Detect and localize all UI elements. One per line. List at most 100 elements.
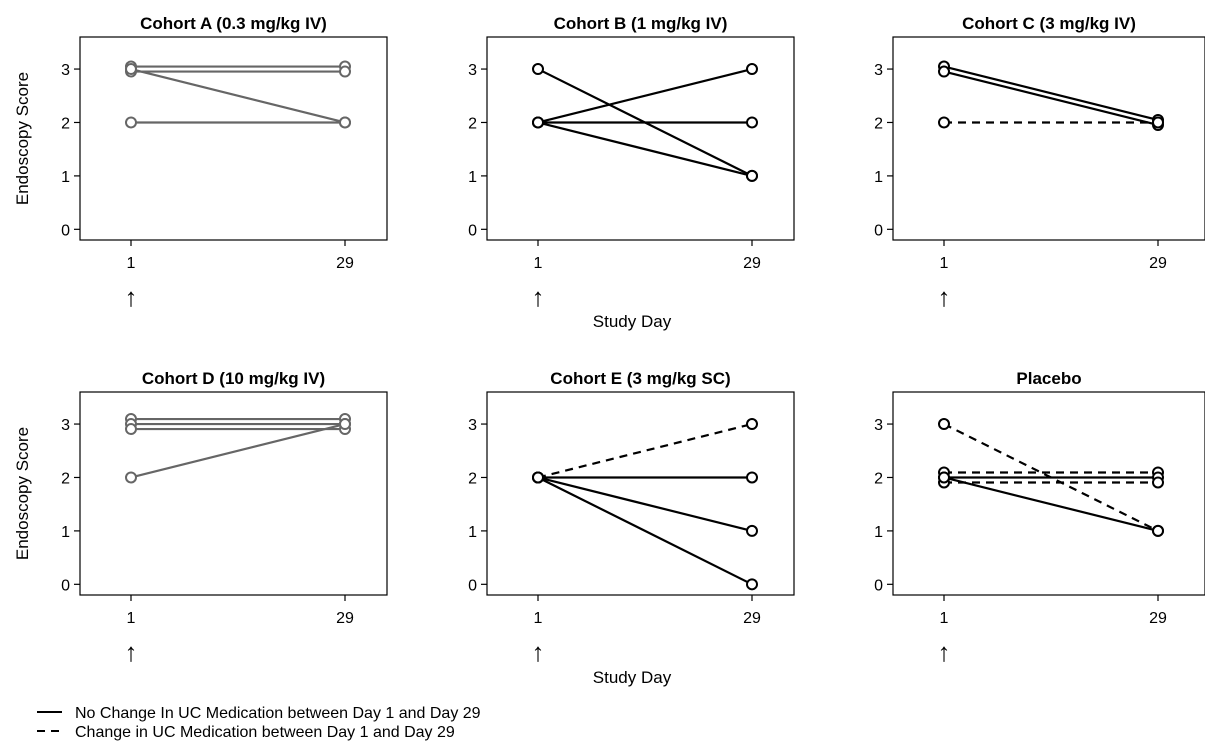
panel-2: Cohort B (1 mg/kg IV) 0 1 2 3 1 29 ↑ [468, 14, 795, 312]
data-point [532, 116, 544, 129]
panel-frame [486, 391, 795, 596]
y-tick-label: 0 [874, 577, 883, 594]
data-point [746, 471, 758, 484]
data-point [532, 471, 544, 484]
y-tick-label: 2 [61, 115, 70, 132]
series-line [130, 422, 346, 479]
dosing-arrow: ↑ [125, 282, 138, 312]
panel-5: Cohort E (3 mg/kg SC) 0 1 2 3 1 29 ↑ [468, 369, 795, 667]
series-line [537, 67, 753, 124]
data-point [1152, 116, 1164, 129]
panel-title: Cohort E (3 mg/kg SC) [550, 369, 730, 388]
x-tick-label: 29 [336, 255, 354, 272]
dosing-arrow: ↑ [938, 637, 951, 667]
y-tick-label: 2 [874, 470, 883, 487]
y-tick-label: 3 [61, 62, 70, 79]
x-tick-label: 1 [940, 610, 949, 627]
plot-grid: Cohort A (0.3 mg/kg IV) 0 1 2 3 1 29 ↑ Endoscopy… [13, 14, 1205, 667]
data-point [746, 116, 758, 129]
y-tick-label: 1 [468, 524, 477, 541]
y-tick-label: 1 [874, 524, 883, 541]
data-point [339, 418, 351, 431]
series-line [943, 65, 1159, 122]
data-point [1152, 524, 1164, 537]
data-point [938, 116, 950, 129]
panel-title: Cohort C (3 mg/kg IV) [962, 14, 1136, 33]
y-tick-label: 3 [874, 417, 883, 434]
x-tick-label: 29 [743, 255, 761, 272]
x-tick-label: 29 [743, 610, 761, 627]
data-point [1152, 476, 1164, 489]
data-point [746, 578, 758, 591]
y-tick-label: 0 [468, 222, 477, 239]
y-axis-label: Endoscopy Score [13, 427, 32, 560]
panel-frame [486, 36, 795, 241]
panel-title: Placebo [1016, 369, 1081, 388]
x-tick-label: 29 [336, 610, 354, 627]
data-point [339, 116, 351, 129]
dosing-arrow: ↑ [938, 282, 951, 312]
y-tick-label: 0 [874, 222, 883, 239]
dosing-arrow: ↑ [125, 637, 138, 667]
panel-frame [79, 36, 388, 241]
y-tick-label: 2 [468, 470, 477, 487]
y-tick-label: 3 [61, 417, 70, 434]
panel-1: Cohort A (0.3 mg/kg IV) 0 1 2 3 1 29 ↑ Endoscopy… [13, 14, 388, 312]
panel-frame [79, 391, 388, 596]
series-line [537, 121, 753, 177]
panel-4: Cohort D (10 mg/kg IV) 0 1 2 3 1 29 ↑ Endoscopy … [13, 369, 388, 667]
y-tick-label: 1 [61, 169, 70, 186]
shared-x-axis-label-bottom: Study Day [593, 668, 672, 687]
dosing-arrow: ↑ [532, 637, 545, 667]
y-tick-label: 0 [61, 222, 70, 239]
panel-title: Cohort B (1 mg/kg IV) [554, 14, 728, 33]
shared-x-axis-label-top: Study Day [593, 312, 672, 331]
y-tick-label: 3 [468, 417, 477, 434]
y-tick-label: 2 [874, 115, 883, 132]
y-axis-label: Endoscopy Score [13, 72, 32, 205]
data-point [125, 63, 137, 76]
x-tick-label: 1 [940, 255, 949, 272]
panel-frame [892, 36, 1205, 241]
panel-6: Placebo 0 1 2 3 1 29 ↑ [874, 369, 1205, 667]
y-tick-label: 2 [61, 470, 70, 487]
y-tick-label: 2 [468, 115, 477, 132]
x-tick-label: 29 [1149, 255, 1167, 272]
data-point [746, 524, 758, 537]
y-tick-label: 1 [874, 169, 883, 186]
data-point [746, 63, 758, 76]
series-line [943, 70, 1159, 127]
legend-label-dashed: Change in UC Medication between Day 1 an… [75, 724, 455, 741]
x-tick-label: 1 [127, 610, 136, 627]
data-point [339, 65, 351, 78]
x-tick-label: 1 [534, 610, 543, 627]
series-line [537, 422, 753, 479]
y-tick-label: 1 [468, 169, 477, 186]
y-tick-label: 3 [468, 62, 477, 79]
series-line [130, 67, 346, 124]
series-line [943, 476, 1159, 532]
data-point [938, 471, 950, 484]
data-point [938, 65, 950, 78]
y-tick-label: 0 [468, 577, 477, 594]
y-tick-label: 0 [61, 577, 70, 594]
legend-label-solid: No Change In UC Medication between Day 1… [75, 705, 481, 722]
x-tick-label: 1 [127, 255, 136, 272]
data-point [125, 116, 137, 129]
series-line [537, 476, 753, 586]
panel-3: Cohort C (3 mg/kg IV) 0 1 2 3 1 29 ↑ [874, 14, 1205, 312]
data-point [938, 418, 950, 431]
panel-title: Cohort D (10 mg/kg IV) [142, 369, 325, 388]
data-point [125, 423, 137, 436]
data-point [532, 63, 544, 76]
legend: No Change In UC Medication between Day 1… [37, 705, 481, 741]
y-tick-label: 1 [61, 524, 70, 541]
y-tick-label: 3 [874, 62, 883, 79]
data-point [125, 471, 137, 484]
dosing-arrow: ↑ [532, 282, 545, 312]
data-point [746, 169, 758, 182]
panel-title: Cohort A (0.3 mg/kg IV) [140, 14, 327, 33]
panel-frame [892, 391, 1205, 596]
data-point [746, 418, 758, 431]
